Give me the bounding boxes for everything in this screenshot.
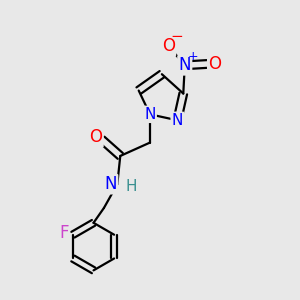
Text: O: O (162, 37, 175, 55)
Text: N: N (172, 113, 183, 128)
Text: O: O (89, 128, 102, 146)
Text: +: + (188, 50, 198, 64)
Text: N: N (178, 56, 191, 74)
Text: N: N (144, 107, 156, 122)
Text: F: F (59, 224, 69, 242)
Text: N: N (104, 175, 117, 193)
Text: H: H (126, 179, 137, 194)
Text: −: − (170, 29, 183, 44)
Text: O: O (208, 55, 221, 73)
